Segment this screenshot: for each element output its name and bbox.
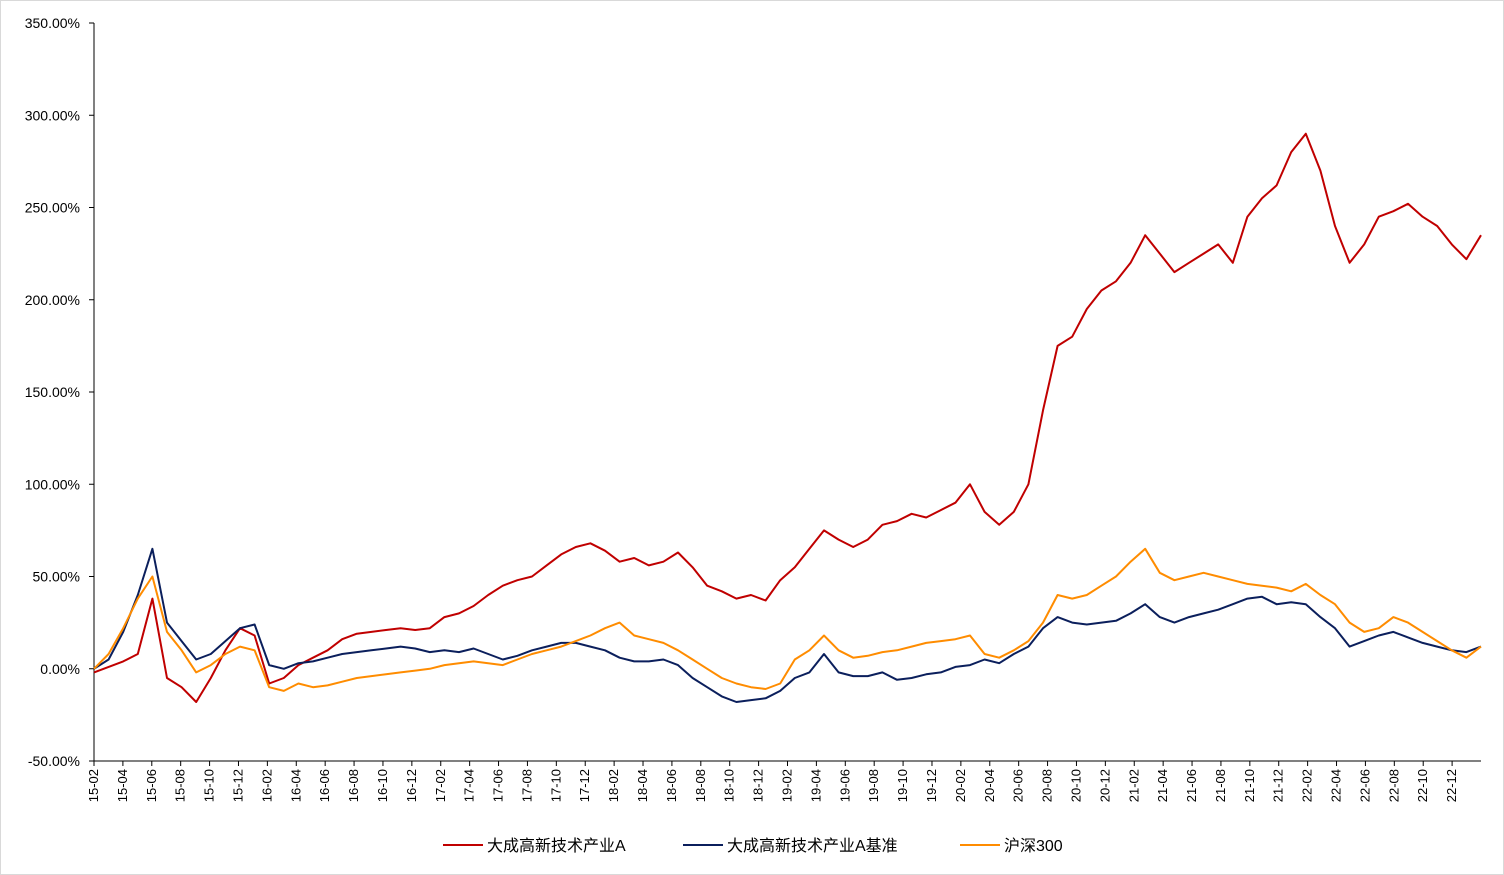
x-tick-label: 18-04 (635, 769, 650, 802)
series-line-0 (93, 132, 1482, 703)
x-tick-label: 19-08 (866, 769, 881, 802)
x-axis: 15-02 15-04 15-06 15-08 15-10 15-12 16-02 16-04… (86, 760, 1481, 802)
y-tick-label: 350.00% (25, 15, 80, 31)
x-tick-label: 18-06 (664, 769, 679, 802)
x-tick-label: 16-08 (346, 769, 361, 802)
x-tick-label: 17-04 (462, 769, 477, 802)
x-tick-label: 18-12 (751, 769, 766, 802)
x-tick-label: 22-06 (1357, 769, 1372, 802)
x-tick-label: 21-06 (1184, 769, 1199, 802)
y-tick-label: 250.00% (25, 200, 80, 216)
legend-label-0: 大成高新技术产业A (487, 837, 626, 855)
y-tick-label: 50.00% (33, 569, 80, 585)
x-tick-label: 22-02 (1300, 769, 1315, 802)
x-tick-label: 21-04 (1155, 769, 1170, 802)
x-tick-label: 15-06 (144, 769, 159, 802)
x-tick-label: 15-04 (115, 769, 130, 802)
series-line-1 (93, 547, 1482, 703)
x-tick-label: 22-04 (1329, 769, 1344, 802)
y-tick-label: 300.00% (25, 107, 80, 123)
x-tick-label: 21-08 (1213, 769, 1228, 802)
x-tick-label: 20-10 (1068, 769, 1083, 802)
x-tick-label: 16-06 (317, 769, 332, 802)
x-tick-label: 21-10 (1242, 769, 1257, 802)
x-tick-label: 20-12 (1097, 769, 1112, 802)
y-tick-label: 150.00% (25, 384, 80, 400)
x-tick-label: 17-10 (548, 769, 563, 802)
x-tick-label: 19-06 (837, 769, 852, 802)
x-tick-label: 16-12 (404, 769, 419, 802)
x-tick-label: 22-08 (1386, 769, 1401, 802)
x-tick-label: 16-02 (259, 769, 274, 802)
y-tick-label: 100.00% (25, 476, 80, 492)
x-tick-label: 19-10 (895, 769, 910, 802)
series-lines (93, 132, 1482, 703)
x-tick-label: 17-08 (519, 769, 534, 802)
y-tick-label: 200.00% (25, 292, 80, 308)
x-tick-label: 19-04 (808, 769, 823, 802)
x-tick-label: 20-08 (1040, 769, 1055, 802)
x-tick-label: 21-02 (1126, 769, 1141, 802)
x-tick-label: 15-08 (173, 769, 188, 802)
x-tick-label: 20-04 (982, 769, 997, 802)
legend-label-2: 沪深300 (1004, 837, 1063, 855)
x-tick-label: 18-08 (693, 769, 708, 802)
x-tick-label: 17-12 (577, 769, 592, 802)
x-tick-label: 19-12 (924, 769, 939, 802)
y-tick-label: 0.00% (40, 661, 80, 677)
series-line-2 (93, 547, 1482, 692)
x-tick-label: 16-04 (288, 769, 303, 802)
x-tick-label: 22-12 (1444, 769, 1459, 802)
y-tick-label: -50.00% (28, 753, 80, 769)
x-tick-label: 17-06 (491, 769, 506, 802)
x-tick-label: 16-10 (375, 769, 390, 802)
x-tick-label: 22-10 (1415, 769, 1430, 802)
x-tick-label: 20-02 (953, 769, 968, 802)
x-tick-label: 18-10 (722, 769, 737, 802)
legend-label-1: 大成高新技术产业A基准 (727, 837, 898, 855)
x-tick-label: 15-12 (230, 769, 245, 802)
x-tick-label: 15-02 (86, 769, 101, 802)
x-tick-label: 15-10 (202, 769, 217, 802)
x-tick-label: 20-06 (1011, 769, 1026, 802)
x-tick-label: 18-02 (606, 769, 621, 802)
legend: 大成高新技术产业A 大成高新技术产业A基准 沪深300 (443, 837, 1063, 855)
x-tick-label: 17-02 (433, 769, 448, 802)
x-tick-label: 21-12 (1271, 769, 1286, 802)
x-tick-label: 19-02 (780, 769, 795, 802)
y-axis: 350.00% 300.00% 250.00% 200.00% 150.00% 100.0… (25, 15, 95, 769)
